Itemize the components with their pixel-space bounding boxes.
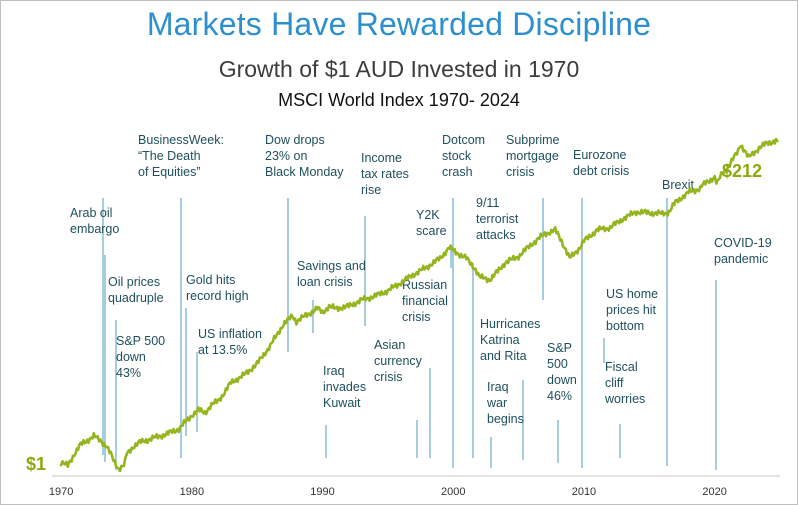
event-annotation: Russian financial crisis [402, 278, 448, 324]
event-annotation: Arab oil embargo [70, 206, 119, 236]
x-tick-label: 2020 [702, 486, 726, 498]
start-value-label: $1 [26, 454, 46, 474]
event-annotation: Dotcom stock crash [442, 133, 485, 179]
event-annotation: Brexit [662, 178, 694, 192]
event-annotation: US inflation at 13.5% [198, 327, 262, 357]
chart-title: Markets Have Rewarded Discipline [146, 6, 652, 42]
event-annotation: Income tax rates rise [361, 151, 409, 197]
event-annotation: Iraq war begins [486, 380, 524, 426]
x-tick-label: 1970 [49, 486, 73, 498]
event-annotation: Fiscal cliff worries [604, 360, 645, 406]
event-annotation: Subprime mortgage crisis [506, 133, 560, 179]
event-annotation: Gold hits record high [186, 273, 249, 303]
event-annotation: 9/11 terrorist attacks [476, 196, 519, 242]
x-axis-ticks: 1970 1980 1990 2000 2010 2020 [49, 486, 727, 498]
event-annotation: Y2K scare [416, 208, 447, 238]
series-line [59, 137, 779, 473]
event-annotation: Hurricanes Katrina and Rita [480, 317, 540, 363]
x-tick-label: 2010 [572, 486, 596, 498]
event-annotation: S&P 500 down 43% [116, 334, 165, 380]
event-annotation: COVID-19 pandemic [714, 236, 772, 266]
chart-index-label: MSCI World Index 1970- 2024 [278, 90, 520, 110]
event-annotation: Oil prices quadruple [108, 275, 164, 305]
event-lines [102, 198, 717, 470]
end-value-label: $212 [722, 161, 762, 181]
x-tick-label: 1990 [310, 486, 334, 498]
event-annotation: BusinessWeek: “The Death of Equities” [138, 133, 224, 179]
event-labels: Arab oil embargo Oil prices quadruple S&P 50… [70, 133, 772, 426]
event-annotation: Savings and loan crisis [297, 259, 366, 289]
chart-subtitle: Growth of $1 AUD Invested in 1970 [218, 56, 580, 82]
event-annotation: Iraq invades Kuwait [323, 364, 366, 410]
event-annotation: Eurozone debt crisis [573, 148, 629, 178]
event-annotation: S&P 500 down 46% [547, 341, 577, 403]
event-annotation: Dow drops 23% on Black Monday [265, 133, 344, 179]
event-annotation: US home prices hit bottom [606, 287, 658, 333]
x-tick-label: 2000 [441, 486, 465, 498]
event-annotation: Asian currency crisis [374, 338, 423, 384]
x-tick-label: 1980 [180, 486, 204, 498]
